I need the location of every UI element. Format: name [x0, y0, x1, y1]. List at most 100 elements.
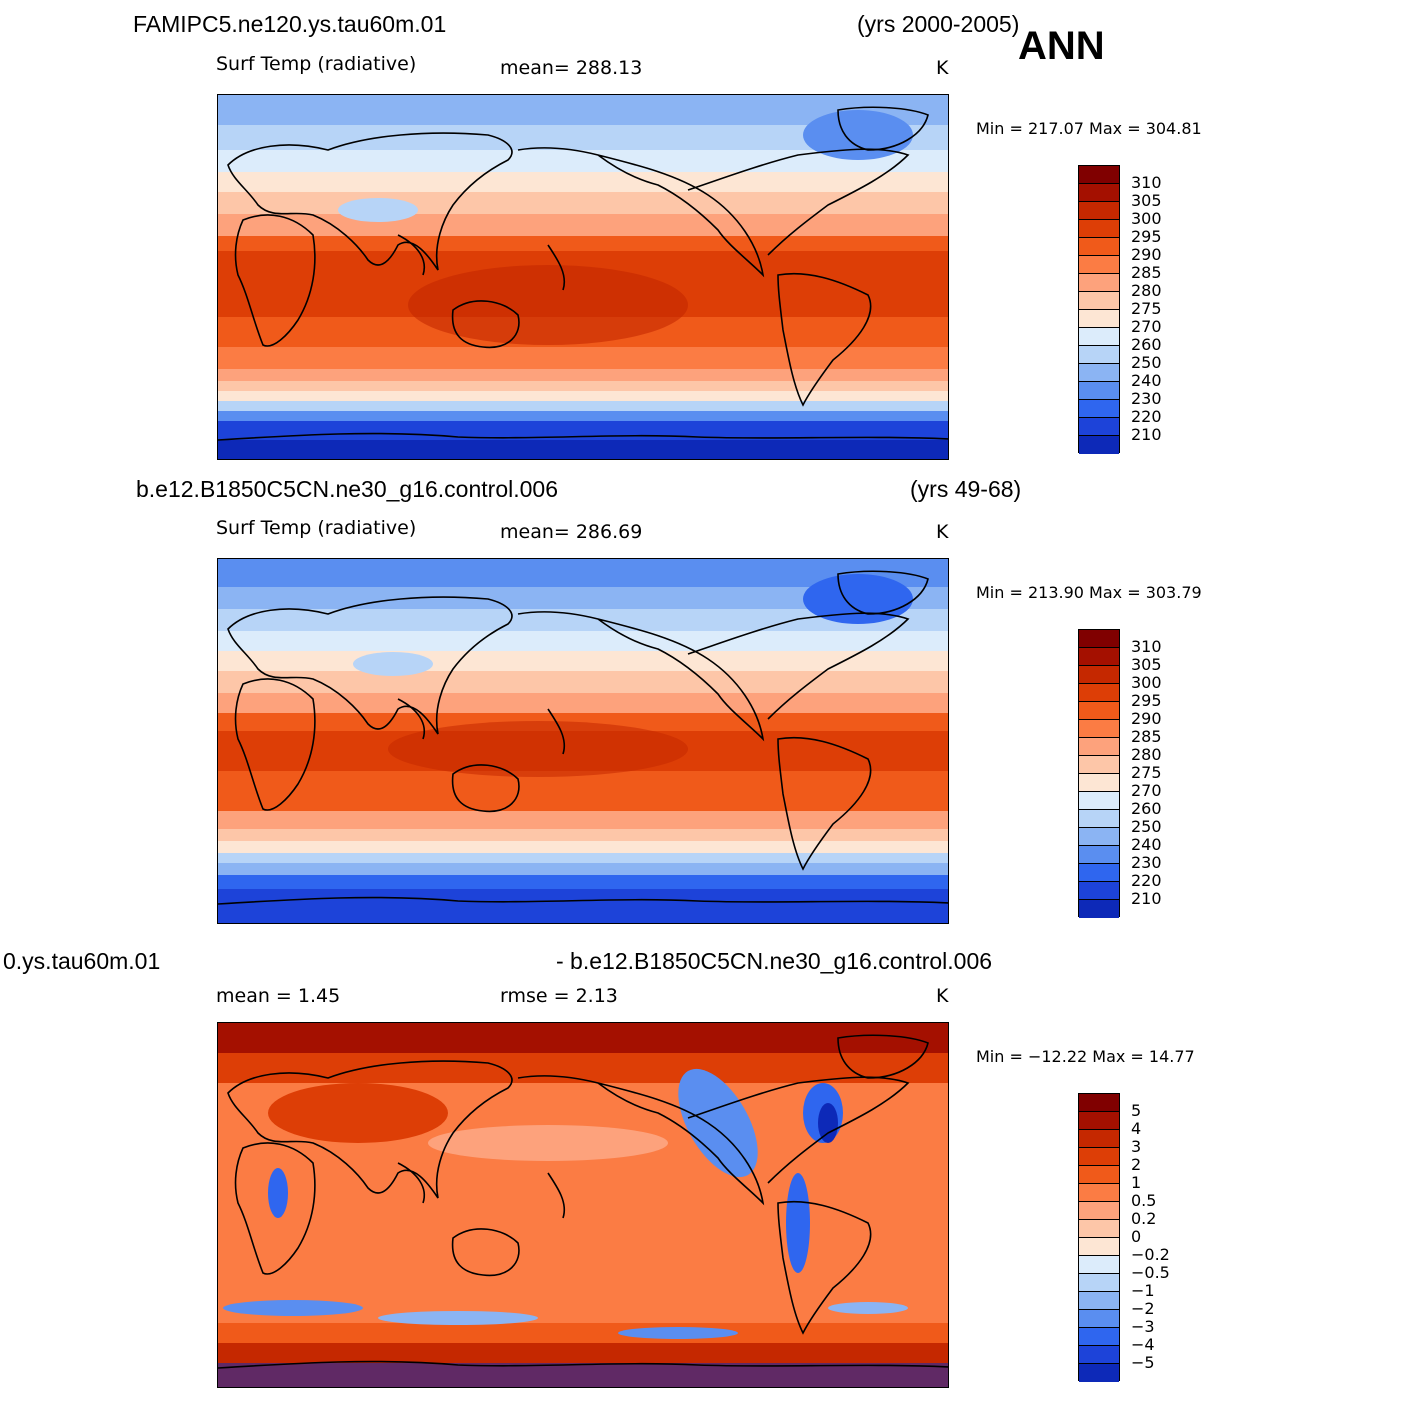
colorbar-label: 240 [1131, 835, 1162, 854]
panel2-colorbar [1078, 629, 1120, 918]
colorbar-label: 0.2 [1131, 1209, 1157, 1228]
colorbar-swatch [1079, 364, 1119, 382]
colorbar-label: 285 [1131, 263, 1162, 282]
panel2-units: K [936, 521, 949, 543]
colorbar-swatch [1079, 238, 1119, 256]
colorbar-label: 210 [1131, 425, 1162, 444]
colorbar-swatch [1079, 792, 1119, 810]
colorbar-swatch [1079, 1202, 1119, 1220]
colorbar-label: 270 [1131, 317, 1162, 336]
colorbar-swatch [1079, 882, 1119, 900]
colorbar-label: −1 [1131, 1281, 1155, 1300]
colorbar-swatch [1079, 1148, 1119, 1166]
colorbar-swatch [1079, 630, 1119, 648]
colorbar-swatch [1079, 810, 1119, 828]
colorbar-swatch [1079, 1130, 1119, 1148]
colorbar-label: 310 [1131, 173, 1162, 192]
colorbar-swatch [1079, 720, 1119, 738]
panel2-years: (yrs 49-68) [910, 476, 1022, 502]
colorbar-label: 275 [1131, 763, 1162, 782]
panel1-minmax: Min = 217.07 Max = 304.81 [976, 119, 1202, 138]
colorbar-swatch [1079, 1094, 1119, 1112]
colorbar-swatch [1079, 1328, 1119, 1346]
colorbar-label: −0.5 [1131, 1263, 1170, 1282]
colorbar-swatch [1079, 1256, 1119, 1274]
colorbar-label: 210 [1131, 889, 1162, 908]
colorbar-swatch [1079, 418, 1119, 436]
colorbar-swatch [1079, 1274, 1119, 1292]
panel2-variable: Surf Temp (radiative) [216, 517, 417, 539]
colorbar-swatch [1079, 756, 1119, 774]
colorbar-swatch [1079, 1310, 1119, 1328]
colorbar-swatch [1079, 184, 1119, 202]
colorbar-swatch [1079, 900, 1119, 918]
colorbar-label: 305 [1131, 655, 1162, 674]
colorbar-label: −5 [1131, 1353, 1155, 1372]
panel2-map-svg [218, 559, 948, 923]
colorbar-label: 275 [1131, 299, 1162, 318]
colorbar-label: 295 [1131, 227, 1162, 246]
panel1-years: (yrs 2000-2005) [857, 11, 1020, 37]
colorbar-swatch [1079, 346, 1119, 364]
season-label: ANN [1018, 24, 1105, 68]
panel1-map [217, 94, 949, 460]
colorbar-swatch [1079, 220, 1119, 238]
colorbar-label: −2 [1131, 1299, 1155, 1318]
panel2-minmax: Min = 213.90 Max = 303.79 [976, 583, 1202, 602]
panel1-case-title: FAMIPC5.ne120.ys.tau60m.01 [133, 11, 447, 37]
panel1-units: K [936, 57, 949, 79]
panel1-map-svg [218, 95, 948, 459]
colorbar-label: 250 [1131, 353, 1162, 372]
colorbar-label: 5 [1131, 1101, 1142, 1120]
colorbar-swatch [1079, 684, 1119, 702]
colorbar-label: 290 [1131, 245, 1162, 264]
colorbar-swatch [1079, 382, 1119, 400]
colorbar-swatch [1079, 846, 1119, 864]
colorbar-swatch [1079, 1346, 1119, 1364]
colorbar-label: −4 [1131, 1335, 1155, 1354]
colorbar-swatch [1079, 292, 1119, 310]
panel3-minmax: Min = −12.22 Max = 14.77 [976, 1047, 1195, 1066]
panel3-rmse: rmse = 2.13 [500, 985, 618, 1007]
panel2-mean: mean= 286.69 [500, 521, 643, 543]
panel2-map [217, 558, 949, 924]
colorbar-swatch [1079, 202, 1119, 220]
colorbar-label: 295 [1131, 691, 1162, 710]
colorbar-swatch [1079, 274, 1119, 292]
colorbar-label: 250 [1131, 817, 1162, 836]
colorbar-swatch [1079, 774, 1119, 792]
colorbar-label: 270 [1131, 781, 1162, 800]
colorbar-swatch [1079, 1166, 1119, 1184]
colorbar-swatch [1079, 738, 1119, 756]
colorbar-label: 2 [1131, 1155, 1142, 1174]
colorbar-swatch [1079, 328, 1119, 346]
panel3-case-title: 0.ys.tau60m.01 [3, 948, 161, 974]
colorbar-swatch [1079, 256, 1119, 274]
colorbar-swatch [1079, 1220, 1119, 1238]
colorbar-label: −0.2 [1131, 1245, 1170, 1264]
panel3-mean: mean = 1.45 [216, 985, 341, 1007]
colorbar-label: 280 [1131, 281, 1162, 300]
colorbar-label: 230 [1131, 853, 1162, 872]
panel3-minus-case: - b.e12.B1850C5CN.ne30_g16.control.006 [556, 948, 993, 974]
colorbar-label: 310 [1131, 637, 1162, 656]
colorbar-swatch [1079, 702, 1119, 720]
colorbar-label: 300 [1131, 673, 1162, 692]
colorbar-swatch [1079, 1292, 1119, 1310]
colorbar-swatch [1079, 864, 1119, 882]
colorbar-label: 240 [1131, 371, 1162, 390]
colorbar-label: 260 [1131, 335, 1162, 354]
colorbar-label: 305 [1131, 191, 1162, 210]
colorbar-swatch [1079, 648, 1119, 666]
colorbar-swatch [1079, 1364, 1119, 1382]
colorbar-label: 0 [1131, 1227, 1142, 1246]
colorbar-label: 285 [1131, 727, 1162, 746]
colorbar-swatch [1079, 436, 1119, 454]
panel3-colorbar [1078, 1093, 1120, 1382]
panel1-mean: mean= 288.13 [500, 57, 643, 79]
panel1-colorbar [1078, 165, 1120, 454]
panel2-case-title: b.e12.B1850C5CN.ne30_g16.control.006 [136, 476, 558, 502]
panel3-map-svg [218, 1023, 948, 1387]
colorbar-swatch [1079, 1184, 1119, 1202]
colorbar-swatch [1079, 1112, 1119, 1130]
